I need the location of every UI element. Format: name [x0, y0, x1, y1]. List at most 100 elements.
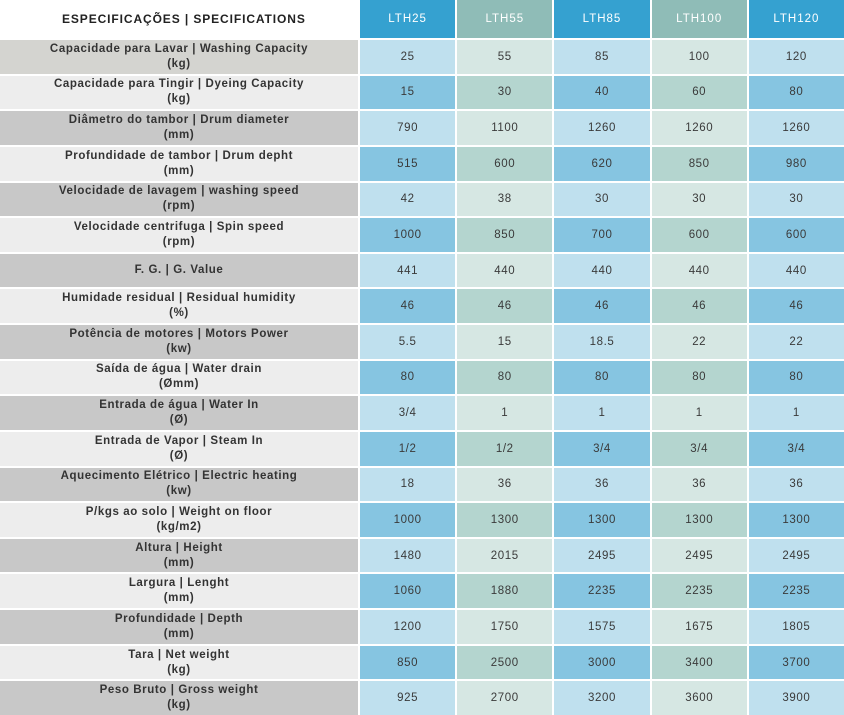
row-label-text: Velocidade de lavagem | washing speed [58, 185, 300, 198]
row-label-unit: (kg) [167, 57, 191, 70]
value-cell-lth120: 440 [748, 253, 844, 288]
value-cell-lth120: 120 [748, 40, 844, 74]
row-label-unit: (Ømm) [158, 378, 200, 391]
value-cell-lth120: 1 [748, 396, 844, 430]
row-label-unit: (Ø) [169, 449, 189, 462]
value-cell-lth25: 1000 [360, 218, 456, 252]
value-cell-lth120: 80 [748, 75, 844, 110]
value-cell-lth85: 3/4 [554, 431, 650, 466]
value-cell-lth120: 2235 [748, 574, 844, 609]
row-label-unit: (mm) [163, 556, 195, 569]
value-cell-lth55: 15 [457, 325, 553, 359]
value-cell-lth85: 620 [554, 146, 650, 181]
value-cell-lth120: 1805 [748, 610, 844, 644]
value-cell-lth120: 980 [748, 146, 844, 181]
row-label: F. G. | G. Value [0, 253, 358, 288]
value-cell-lth85: 18.5 [554, 325, 650, 359]
model-header-lth85: LTH85 [554, 0, 650, 38]
row-label: Profundidade de tambor | Drum depht (mm) [0, 146, 358, 181]
value-cell-lth25: 15 [360, 75, 456, 110]
row-label-unit: (kg) [167, 93, 191, 106]
value-cell-lth100: 100 [651, 40, 747, 74]
value-cell-lth85: 2495 [554, 538, 650, 573]
row-label-unit: (kw) [166, 485, 192, 498]
value-cell-lth85: 80 [554, 360, 650, 395]
value-cell-lth100: 1675 [651, 610, 747, 644]
row-label: Tara | Net weight (kg) [0, 645, 358, 680]
row-label-text: Profundidade | Depth [114, 612, 244, 625]
value-cell-lth85: 1575 [554, 610, 650, 644]
value-cell-lth25: 1060 [360, 574, 456, 609]
value-cell-lth55: 1/2 [457, 431, 553, 466]
value-cell-lth100: 30 [651, 182, 747, 217]
value-cell-lth120: 3700 [748, 645, 844, 680]
row-label: Aquecimento Elétrico | Electric heating (… [0, 467, 358, 502]
value-cell-lth100: 3/4 [651, 431, 747, 466]
value-cell-lth25: 441 [360, 253, 456, 288]
value-cell-lth100: 440 [651, 253, 747, 288]
value-cell-lth55: 1880 [457, 574, 553, 609]
value-cell-lth85: 1300 [554, 503, 650, 537]
value-cell-lth55: 850 [457, 218, 553, 252]
row-label-text: Saída de água | Water drain [96, 363, 262, 376]
row-label-unit: (kw) [166, 342, 192, 355]
row-label-unit: (kg) [167, 699, 191, 712]
value-cell-lth25: 18 [360, 467, 456, 502]
value-cell-lth85: 700 [554, 218, 650, 252]
value-cell-lth85: 3000 [554, 645, 650, 680]
value-cell-lth100: 3400 [651, 645, 747, 680]
row-label-text: Entrada de Vapor | Steam In [94, 434, 264, 447]
row-label-unit: (mm) [163, 129, 195, 142]
value-cell-lth85: 40 [554, 75, 650, 110]
row-label: Velocidade centrifuga | Spin speed (rpm) [0, 218, 358, 252]
row-label-text: Velocidade centrifuga | Spin speed [73, 220, 285, 233]
value-cell-lth25: 1480 [360, 538, 456, 573]
row-label-unit: (mm) [163, 164, 195, 177]
value-cell-lth25: 25 [360, 40, 456, 74]
value-cell-lth55: 38 [457, 182, 553, 217]
value-cell-lth55: 1 [457, 396, 553, 430]
model-header-lth25: LTH25 [360, 0, 456, 38]
row-label-text: Tara | Net weight [128, 648, 230, 661]
value-cell-lth25: 1200 [360, 610, 456, 644]
value-cell-lth55: 1750 [457, 610, 553, 644]
value-cell-lth120: 3/4 [748, 431, 844, 466]
value-cell-lth100: 3600 [651, 681, 747, 715]
row-label: P/kgs ao solo | Weight on floor (kg/m2) [0, 503, 358, 537]
row-label: Profundidade | Depth (mm) [0, 610, 358, 644]
value-cell-lth55: 30 [457, 75, 553, 110]
value-cell-lth120: 2495 [748, 538, 844, 573]
value-cell-lth120: 36 [748, 467, 844, 502]
value-cell-lth120: 1300 [748, 503, 844, 537]
value-cell-lth120: 1260 [748, 111, 844, 145]
value-cell-lth100: 80 [651, 360, 747, 395]
value-cell-lth55: 1100 [457, 111, 553, 145]
value-cell-lth100: 2235 [651, 574, 747, 609]
row-label: Diâmetro do tambor | Drum diameter (mm) [0, 111, 358, 145]
value-cell-lth85: 30 [554, 182, 650, 217]
value-cell-lth85: 440 [554, 253, 650, 288]
value-cell-lth100: 36 [651, 467, 747, 502]
row-label-text: Entrada de água | Water In [99, 399, 259, 412]
value-cell-lth25: 80 [360, 360, 456, 395]
value-cell-lth25: 790 [360, 111, 456, 145]
row-label-unit: (kg/m2) [156, 521, 202, 534]
row-label: Largura | Lenght (mm) [0, 574, 358, 609]
row-label: Entrada de água | Water In (Ø) [0, 396, 358, 430]
value-cell-lth100: 850 [651, 146, 747, 181]
row-label-text: Peso Bruto | Gross weight [99, 684, 259, 697]
table-header-label: ESPECIFICAÇÕES | SPECIFICATIONS [0, 0, 358, 38]
value-cell-lth85: 85 [554, 40, 650, 74]
value-cell-lth25: 1000 [360, 503, 456, 537]
row-label-unit: (mm) [163, 627, 195, 640]
value-cell-lth100: 22 [651, 325, 747, 359]
value-cell-lth55: 2500 [457, 645, 553, 680]
row-label-text: F. G. | G. Value [134, 264, 224, 277]
value-cell-lth55: 1300 [457, 503, 553, 537]
value-cell-lth55: 2700 [457, 681, 553, 715]
value-cell-lth25: 46 [360, 289, 456, 324]
row-label-unit: (rpm) [162, 235, 196, 248]
value-cell-lth100: 60 [651, 75, 747, 110]
value-cell-lth100: 46 [651, 289, 747, 324]
row-label: Peso Bruto | Gross weight (kg) [0, 681, 358, 715]
